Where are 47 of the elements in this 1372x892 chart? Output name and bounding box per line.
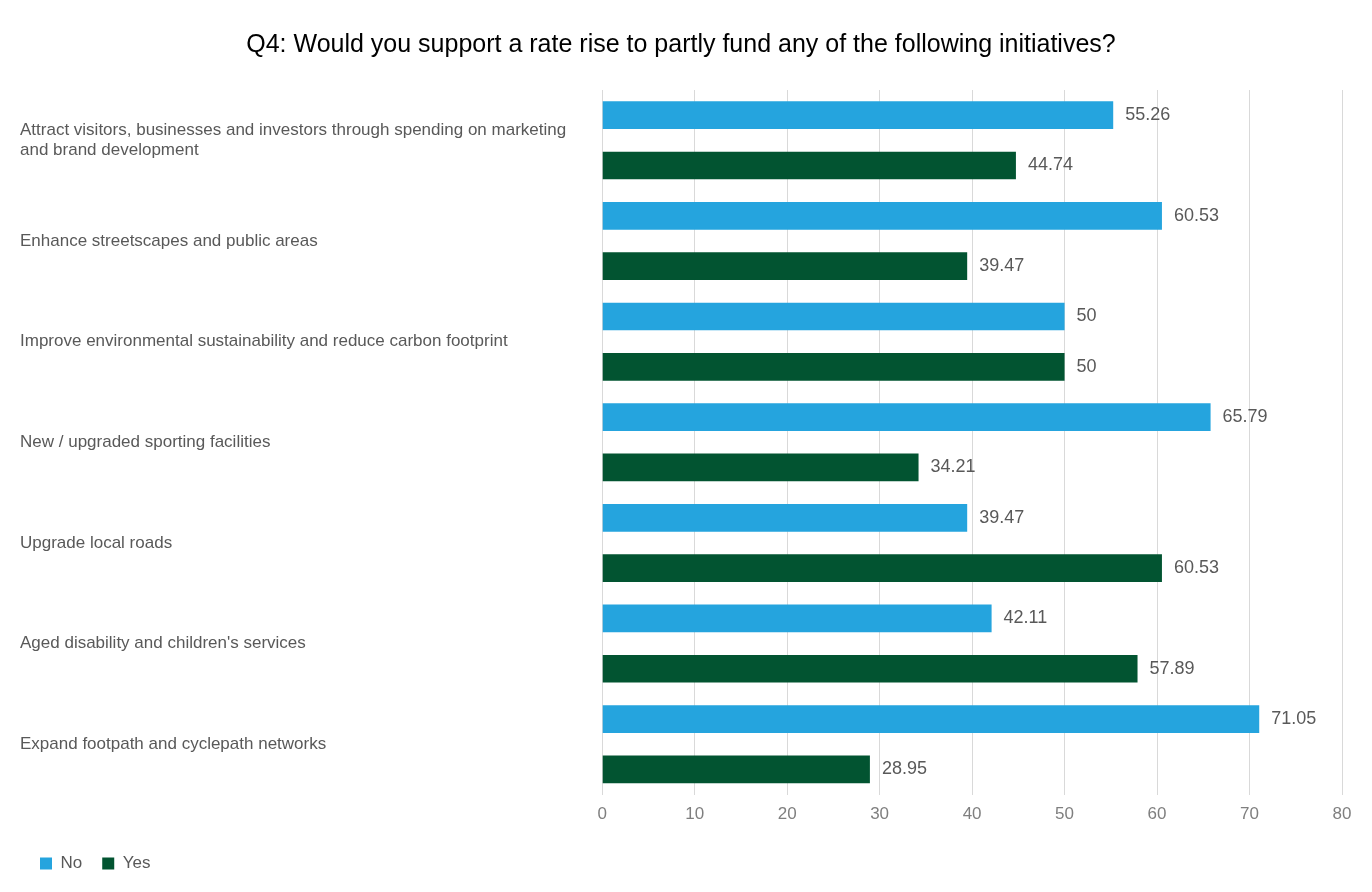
bar	[602, 403, 1211, 431]
x-tick-label: 0	[597, 804, 607, 824]
bar	[602, 503, 968, 532]
data-label: 71.05	[1271, 708, 1317, 729]
chart-title: Q4: Would you support a rate rise to partly fund any of the following initiatives?	[246, 28, 1116, 57]
bar	[602, 554, 1162, 582]
bar	[602, 101, 1114, 130]
data-label: 34.21	[930, 456, 976, 477]
data-label: 42.11	[1003, 607, 1048, 628]
bar	[602, 705, 1260, 733]
bar	[602, 654, 1138, 683]
x-tick-label: 60	[1147, 804, 1167, 824]
bar	[602, 755, 870, 784]
y-tick-label: Aged disability and children's services	[20, 633, 306, 653]
x-tick-label: 10	[685, 804, 705, 824]
bar	[602, 302, 1065, 331]
y-tick-label: Enhance streetscapes and public areas	[20, 230, 318, 250]
x-tick-label: 40	[962, 804, 982, 824]
bar	[602, 151, 1016, 180]
bar	[602, 604, 992, 633]
x-tick-label: 70	[1240, 804, 1259, 824]
data-label: 55.26	[1125, 104, 1171, 125]
data-label: 28.95	[881, 758, 927, 779]
y-tick-label: Upgrade local roads	[20, 532, 173, 552]
x-tick-label: 50	[1055, 804, 1075, 824]
bar	[602, 252, 968, 280]
bar	[602, 201, 1162, 230]
data-label: 60.53	[1173, 204, 1219, 225]
legend-label: No	[60, 853, 83, 873]
y-tick-label: New / upgraded sporting facilities	[20, 431, 271, 451]
x-tick-label: 20	[777, 804, 797, 824]
y-tick-label: Attract visitors, businesses and investors through spending on marketing and brand development	[20, 119, 567, 160]
data-label: 39.47	[979, 506, 1025, 527]
data-label: 57.89	[1149, 657, 1195, 678]
data-label: 39.47	[979, 255, 1025, 276]
data-label: 50	[1076, 305, 1097, 326]
data-label: 44.74	[1027, 154, 1073, 175]
y-tick-label: Expand footpath and cyclepath networks	[20, 733, 327, 753]
data-label: 60.53	[1173, 557, 1219, 578]
bar	[602, 352, 1065, 381]
legend-label: Yes	[122, 853, 151, 873]
data-label: 50	[1076, 355, 1097, 376]
y-tick-label: Improve environmental sustainability and reduce carbon footprint	[20, 331, 508, 351]
data-label: 65.79	[1222, 406, 1268, 427]
x-tick-label: 80	[1332, 804, 1352, 824]
x-tick-label: 30	[870, 804, 890, 824]
bar	[602, 453, 919, 482]
